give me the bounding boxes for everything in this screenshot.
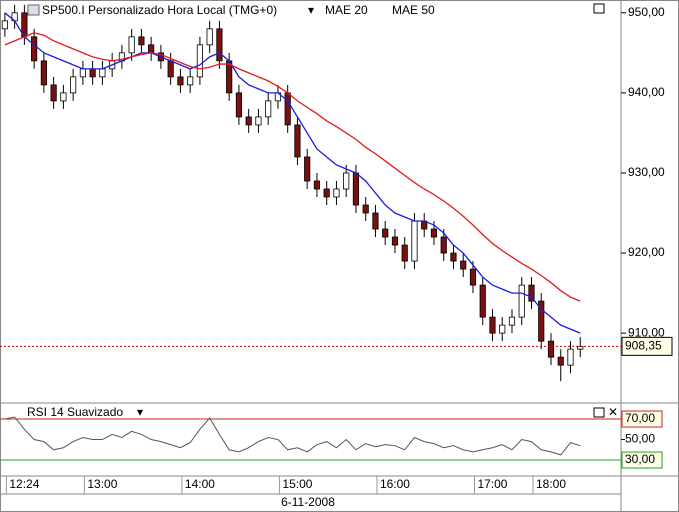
y-tick-label: 930,00 — [628, 165, 665, 179]
candle-body — [294, 124, 301, 158]
candle-body — [313, 180, 321, 190]
candle-body — [128, 36, 135, 54]
rsi-level-box — [621, 410, 663, 428]
candle-body — [235, 92, 243, 118]
candle-body — [255, 116, 262, 126]
candle-body — [479, 284, 486, 318]
y-tick-label: 950,00 — [628, 5, 665, 19]
candle-body — [70, 76, 77, 94]
candle-body — [382, 228, 389, 238]
candle-body — [216, 28, 223, 62]
x-tick-label: 14:00 — [185, 477, 215, 491]
candle-body — [206, 28, 213, 46]
ma-line — [4, 12, 581, 334]
x-tick-label: 16:00 — [380, 477, 410, 491]
candle-body — [557, 356, 564, 366]
candle-body — [138, 36, 145, 46]
candle-body — [469, 268, 477, 286]
candle-body — [538, 300, 545, 342]
candle-body — [79, 68, 86, 78]
candle-body — [372, 212, 379, 230]
legend-entry[interactable]: MAE 50 — [392, 3, 435, 17]
candle-body — [245, 116, 252, 126]
candle-body — [430, 228, 438, 238]
candle-body — [547, 340, 555, 358]
rsi-line — [4, 416, 581, 456]
candle-body — [177, 76, 184, 86]
y-tick-label: 940,00 — [628, 85, 665, 99]
candle-body — [567, 348, 574, 366]
y-tick-label: 30,00 — [625, 452, 655, 466]
x-tick-label: 18:00 — [536, 477, 566, 491]
y-tick-label: 50,00 — [625, 432, 655, 446]
x-tick-label: 13:00 — [87, 477, 117, 491]
y-tick-label: 910,00 — [628, 325, 665, 339]
symbol-icon — [27, 4, 40, 16]
candle-body — [323, 188, 330, 198]
x-tick-label: 12:24 — [9, 477, 39, 491]
candle-body — [89, 68, 96, 78]
candle-body — [411, 220, 418, 262]
y-tick-label: 920,00 — [628, 245, 665, 259]
rsi-title[interactable]: RSI 14 Suavizado — [27, 405, 123, 419]
candle-body — [518, 284, 525, 318]
chart-title[interactable]: SP500.I Personalizado Hora Local (TMG+0) — [42, 3, 277, 17]
candle-body — [31, 36, 38, 62]
candle-body — [499, 324, 506, 334]
candle-body — [99, 68, 106, 78]
candle-body — [196, 44, 203, 78]
candle-body — [284, 92, 291, 126]
maximize-button[interactable] — [593, 407, 605, 418]
legend-entry[interactable]: MAE 20 — [325, 3, 368, 17]
x-tick-label: 17:00 — [477, 477, 507, 491]
candle-body — [352, 172, 360, 206]
candle-body — [391, 236, 399, 246]
candle-body — [148, 44, 155, 54]
candle-body — [40, 60, 47, 86]
candle-body — [265, 100, 272, 118]
x-tick-label: 15:00 — [282, 477, 312, 491]
close-button[interactable]: ✕ — [608, 405, 618, 419]
candle-body — [362, 204, 369, 214]
y-tick-label: 70,00 — [625, 411, 655, 425]
candle-body — [167, 60, 174, 78]
candle-body — [528, 284, 535, 302]
candle-body — [1, 20, 8, 30]
candle-body — [508, 316, 516, 326]
maximize-button[interactable] — [593, 3, 605, 14]
candle-body — [460, 260, 467, 270]
last-price-label: 908,35 — [625, 339, 662, 353]
candle-body — [343, 172, 350, 190]
candle-body — [187, 76, 194, 86]
dropdown-arrow[interactable]: ▾ — [137, 405, 143, 419]
candle-body — [50, 84, 57, 102]
candle-body — [489, 316, 496, 334]
candle-body — [333, 188, 340, 198]
candle-body — [401, 244, 408, 262]
candle-body — [440, 236, 447, 254]
candle-body — [304, 156, 311, 182]
ma-line — [4, 32, 581, 302]
date-label: 6-11-2008 — [281, 495, 335, 509]
candle-body — [60, 92, 67, 102]
candle-body — [450, 252, 457, 262]
dropdown-arrow[interactable]: ▾ — [308, 3, 314, 17]
rsi-level-box — [621, 451, 663, 469]
last-price-box — [621, 336, 673, 356]
